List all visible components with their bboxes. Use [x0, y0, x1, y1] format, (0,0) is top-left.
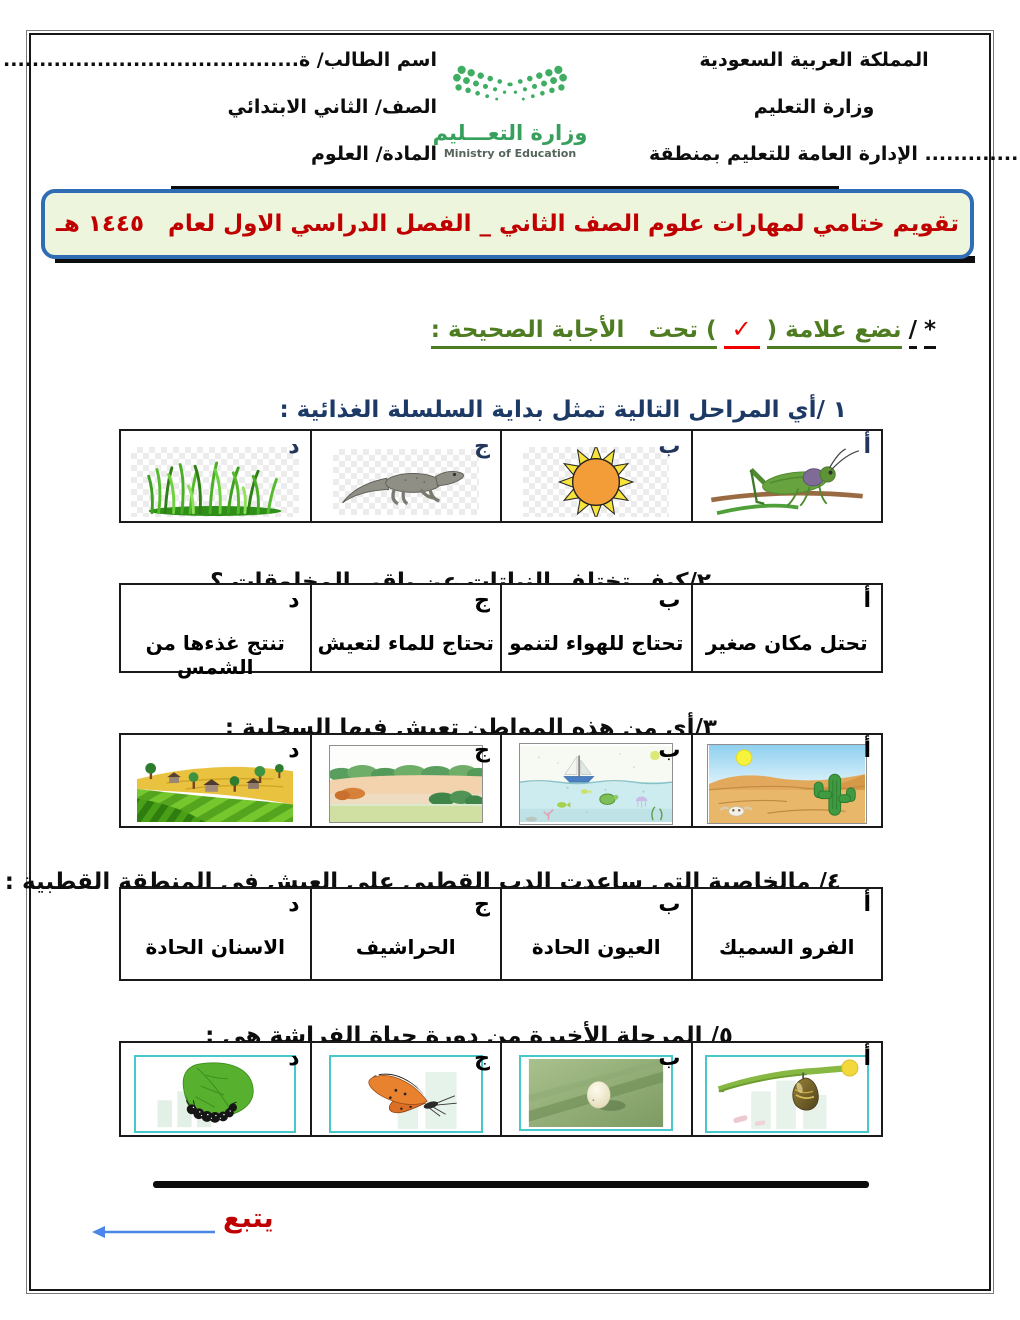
chrysalis-image [704, 1055, 869, 1133]
egg-image [519, 1055, 674, 1131]
option-label: الاسنان الحادة [145, 935, 285, 959]
option-letter: أ [863, 738, 871, 763]
student-name-line: اسم الطالب/ ة...........................… [3, 49, 437, 71]
ocean-image [519, 743, 674, 825]
option-letter: ج [474, 1046, 490, 1071]
q1-option-a[interactable]: أ [690, 431, 882, 521]
option-letter: ج [474, 434, 490, 459]
q4-options-table: أ الفرو السميك ب العيون الحادة ج الحراشي… [119, 887, 883, 981]
q4-option-a[interactable]: أ الفرو السميك [690, 889, 882, 979]
q1-option-c[interactable]: ج [309, 431, 501, 521]
option-letter: د [288, 588, 300, 613]
option-letter: أ [863, 1046, 871, 1071]
q1-option-b[interactable]: ب [500, 431, 691, 521]
option-label: تنتج غذءها من الشمس [145, 631, 285, 679]
option-letter: ج [474, 588, 490, 613]
option-letter: د [288, 892, 300, 917]
title-box: تقويم ختامي لمهارات علوم الصف الثاني _ ا… [41, 189, 974, 259]
lizard-image [332, 449, 479, 515]
desert-image [706, 744, 867, 824]
q2-option-d[interactable]: د تنتج غذءها من الشمس [121, 585, 310, 679]
q3-option-d[interactable]: د [121, 735, 310, 826]
q5-option-a[interactable]: أ [690, 1043, 882, 1135]
header-official-block: المملكة العربية السعودية وزارة التعليم ا… [649, 49, 1020, 190]
sun-image [523, 447, 670, 517]
header-administration: الإدارة العامة للتعليم بمنطقة ..........… [649, 143, 1020, 165]
q2-option-c[interactable]: ج تحتاج للماء لتعيش [309, 585, 501, 671]
title-bottom-rule [55, 256, 975, 263]
ministry-logo: وزارة التعـــليم Ministry of Education [400, 53, 620, 160]
q2-options-table: أ تحتل مكان صغير ب تحتاج للهواء لتنمو ج … [119, 583, 883, 679]
option-label: تحتاج للهواء لتنمو [509, 631, 684, 655]
footer-divider [153, 1181, 869, 1188]
caterpillar-image [134, 1055, 297, 1133]
grasshopper-image [704, 447, 870, 517]
q1-heading: ١ /أي المراحل التالية تمثل بداية السلسلة… [279, 371, 879, 449]
q2-option-b[interactable]: ب تحتاج للهواء لتنمو [500, 585, 691, 671]
ministry-logo-dots-icon [449, 64, 571, 105]
header-rule [171, 186, 839, 191]
option-letter: أ [863, 588, 871, 613]
q4-option-b[interactable]: ب العيون الحادة [500, 889, 691, 979]
header-student-block: اسم الطالب/ ة...........................… [3, 49, 437, 190]
q3-option-c[interactable]: ج [309, 735, 501, 826]
option-label: الفرو السميك [718, 935, 855, 959]
check-mark-icon: ✓ [723, 315, 760, 349]
q5-options-table: أ [119, 1041, 883, 1137]
q2-option-a[interactable]: أ تحتل مكان صغير [690, 585, 882, 671]
q1-text: أي المراحل التالية تمثل بداية السلسلة ال… [279, 397, 817, 423]
option-letter: د [288, 434, 300, 459]
page-frame: المملكة العربية السعودية وزارة التعليم ا… [3, 30, 1020, 1294]
option-letter: د [288, 1046, 300, 1071]
hills-image [328, 745, 483, 823]
option-letter: ب [658, 1046, 681, 1071]
option-letter: أ [863, 892, 871, 917]
farm-image [136, 744, 294, 822]
q5-option-d[interactable]: د [121, 1043, 310, 1135]
q3-options-table: أ [119, 733, 883, 828]
option-letter: ج [474, 892, 490, 917]
option-letter: ب [658, 434, 681, 459]
q1-option-d[interactable]: د [121, 431, 310, 521]
q5-option-c[interactable]: ج [309, 1043, 501, 1135]
grass-image [131, 447, 300, 517]
option-label: الحراشيف [355, 935, 456, 959]
header-country: المملكة العربية السعودية [699, 49, 929, 71]
instruction-slash: / [908, 317, 917, 349]
q1-number: ١ / [816, 397, 847, 423]
option-label: تحتاج للماء لتعيش [317, 631, 494, 655]
header-ministry: وزارة التعليم [753, 96, 875, 118]
q5-option-b[interactable]: ب [500, 1043, 691, 1135]
instruction-lead: نضع علامة ( [766, 317, 902, 349]
q4-option-d[interactable]: د الاسنان الحادة [121, 889, 310, 979]
option-letter: ب [658, 588, 681, 613]
option-letter: أ [863, 434, 871, 459]
q3-option-a[interactable]: أ [690, 735, 882, 826]
option-letter: ب [658, 738, 681, 763]
continue-arrow-icon [89, 1223, 219, 1245]
subject-line: المادة/ العلوم [310, 143, 437, 165]
logo-english-wordmark: Ministry of Education [443, 147, 577, 160]
instruction-tail: ) تحت الأجابة الصحيحة : [430, 317, 717, 349]
page-title: تقويم ختامي لمهارات علوم الصف الثاني _ ا… [56, 211, 959, 237]
option-label: تحتل مكان صغير [705, 631, 868, 655]
option-letter: ج [474, 738, 490, 763]
continue-label: يتبع [223, 1203, 274, 1234]
logo-arabic-wordmark: وزارة التعـــليم [432, 121, 588, 145]
option-letter: ب [658, 892, 681, 917]
option-label: العيون الحادة [531, 935, 661, 959]
q3-option-b[interactable]: ب [500, 735, 691, 826]
option-letter: د [288, 738, 300, 763]
instruction-star: * [923, 317, 936, 349]
q1-options-table: أ ب [119, 429, 883, 523]
q4-option-c[interactable]: ج الحراشيف [309, 889, 501, 979]
grade-line: الصف/ الثاني الابتدائي [227, 96, 437, 118]
butterfly-image [328, 1055, 483, 1133]
instruction-line: * / نضع علامة ( ✓ ) تحت الأجابة الصحيحة … [430, 315, 936, 349]
